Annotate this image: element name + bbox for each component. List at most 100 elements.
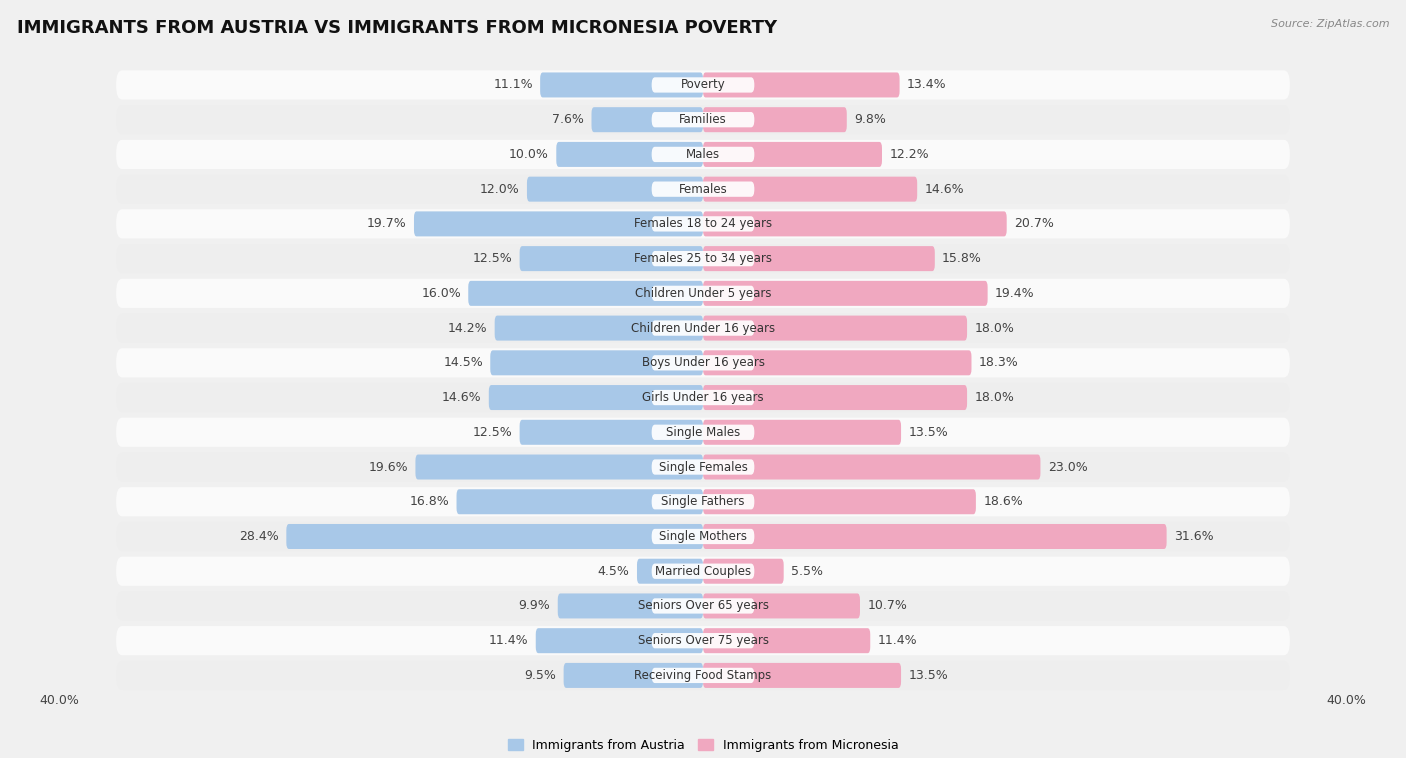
Text: 9.8%: 9.8% [853, 113, 886, 126]
Text: 7.6%: 7.6% [553, 113, 583, 126]
Text: Married Couples: Married Couples [655, 565, 751, 578]
FancyBboxPatch shape [651, 424, 755, 440]
FancyBboxPatch shape [651, 216, 755, 231]
FancyBboxPatch shape [703, 315, 967, 340]
Text: 12.5%: 12.5% [472, 252, 512, 265]
Text: 13.5%: 13.5% [908, 426, 948, 439]
Text: Females 18 to 24 years: Females 18 to 24 years [634, 218, 772, 230]
Text: Females 25 to 34 years: Females 25 to 34 years [634, 252, 772, 265]
Text: Single Fathers: Single Fathers [661, 495, 745, 509]
Text: Seniors Over 65 years: Seniors Over 65 years [637, 600, 769, 612]
FancyBboxPatch shape [117, 244, 1289, 273]
Text: 40.0%: 40.0% [39, 694, 80, 707]
FancyBboxPatch shape [703, 107, 846, 132]
Text: 10.7%: 10.7% [868, 600, 907, 612]
FancyBboxPatch shape [117, 383, 1289, 412]
Text: Source: ZipAtlas.com: Source: ZipAtlas.com [1271, 19, 1389, 29]
FancyBboxPatch shape [117, 591, 1289, 621]
FancyBboxPatch shape [703, 455, 1040, 480]
Text: Children Under 5 years: Children Under 5 years [634, 287, 772, 300]
Text: 4.5%: 4.5% [598, 565, 630, 578]
FancyBboxPatch shape [592, 107, 703, 132]
FancyBboxPatch shape [651, 668, 755, 683]
Text: 19.6%: 19.6% [368, 461, 408, 474]
FancyBboxPatch shape [564, 663, 703, 688]
FancyBboxPatch shape [651, 321, 755, 336]
Text: 14.5%: 14.5% [443, 356, 482, 369]
FancyBboxPatch shape [703, 281, 987, 306]
FancyBboxPatch shape [117, 209, 1289, 239]
FancyBboxPatch shape [117, 487, 1289, 516]
FancyBboxPatch shape [703, 385, 967, 410]
Text: 12.2%: 12.2% [890, 148, 929, 161]
FancyBboxPatch shape [495, 315, 703, 340]
Text: 14.6%: 14.6% [925, 183, 965, 196]
Text: Single Mothers: Single Mothers [659, 530, 747, 543]
Text: 18.3%: 18.3% [979, 356, 1018, 369]
FancyBboxPatch shape [117, 556, 1289, 586]
FancyBboxPatch shape [651, 529, 755, 544]
Text: 11.4%: 11.4% [877, 634, 917, 647]
Text: 10.0%: 10.0% [509, 148, 548, 161]
Text: Families: Families [679, 113, 727, 126]
FancyBboxPatch shape [536, 628, 703, 653]
Text: 13.4%: 13.4% [907, 79, 946, 92]
FancyBboxPatch shape [651, 564, 755, 579]
FancyBboxPatch shape [117, 453, 1289, 481]
FancyBboxPatch shape [117, 348, 1289, 377]
Text: 40.0%: 40.0% [1326, 694, 1367, 707]
FancyBboxPatch shape [703, 246, 935, 271]
FancyBboxPatch shape [527, 177, 703, 202]
FancyBboxPatch shape [557, 142, 703, 167]
FancyBboxPatch shape [651, 147, 755, 162]
FancyBboxPatch shape [651, 390, 755, 406]
FancyBboxPatch shape [117, 314, 1289, 343]
FancyBboxPatch shape [703, 628, 870, 653]
FancyBboxPatch shape [703, 73, 900, 98]
FancyBboxPatch shape [703, 350, 972, 375]
Legend: Immigrants from Austria, Immigrants from Micronesia: Immigrants from Austria, Immigrants from… [502, 734, 904, 756]
FancyBboxPatch shape [287, 524, 703, 549]
FancyBboxPatch shape [558, 594, 703, 619]
FancyBboxPatch shape [457, 489, 703, 514]
Text: Children Under 16 years: Children Under 16 years [631, 321, 775, 334]
Text: 12.5%: 12.5% [472, 426, 512, 439]
Text: Girls Under 16 years: Girls Under 16 years [643, 391, 763, 404]
FancyBboxPatch shape [637, 559, 703, 584]
Text: 12.0%: 12.0% [479, 183, 520, 196]
FancyBboxPatch shape [117, 105, 1289, 134]
FancyBboxPatch shape [651, 181, 755, 197]
Text: 11.1%: 11.1% [494, 79, 533, 92]
Text: 15.8%: 15.8% [942, 252, 981, 265]
FancyBboxPatch shape [489, 385, 703, 410]
Text: 5.5%: 5.5% [792, 565, 823, 578]
FancyBboxPatch shape [703, 177, 917, 202]
FancyBboxPatch shape [703, 142, 882, 167]
Text: Seniors Over 75 years: Seniors Over 75 years [637, 634, 769, 647]
Text: 18.0%: 18.0% [974, 391, 1014, 404]
FancyBboxPatch shape [651, 286, 755, 301]
FancyBboxPatch shape [703, 211, 1007, 236]
FancyBboxPatch shape [703, 489, 976, 514]
FancyBboxPatch shape [703, 663, 901, 688]
FancyBboxPatch shape [117, 626, 1289, 655]
Text: 14.6%: 14.6% [441, 391, 481, 404]
Text: 18.6%: 18.6% [983, 495, 1024, 509]
FancyBboxPatch shape [703, 559, 783, 584]
FancyBboxPatch shape [520, 246, 703, 271]
Text: 16.0%: 16.0% [422, 287, 461, 300]
FancyBboxPatch shape [651, 459, 755, 475]
Text: 16.8%: 16.8% [409, 495, 449, 509]
FancyBboxPatch shape [540, 73, 703, 98]
Text: 20.7%: 20.7% [1014, 218, 1054, 230]
FancyBboxPatch shape [651, 251, 755, 266]
FancyBboxPatch shape [651, 112, 755, 127]
Text: 9.5%: 9.5% [524, 669, 557, 682]
Text: 13.5%: 13.5% [908, 669, 948, 682]
Text: 28.4%: 28.4% [239, 530, 278, 543]
Text: 19.7%: 19.7% [367, 218, 406, 230]
FancyBboxPatch shape [117, 522, 1289, 551]
FancyBboxPatch shape [703, 594, 860, 619]
Text: 11.4%: 11.4% [489, 634, 529, 647]
Text: 14.2%: 14.2% [447, 321, 488, 334]
